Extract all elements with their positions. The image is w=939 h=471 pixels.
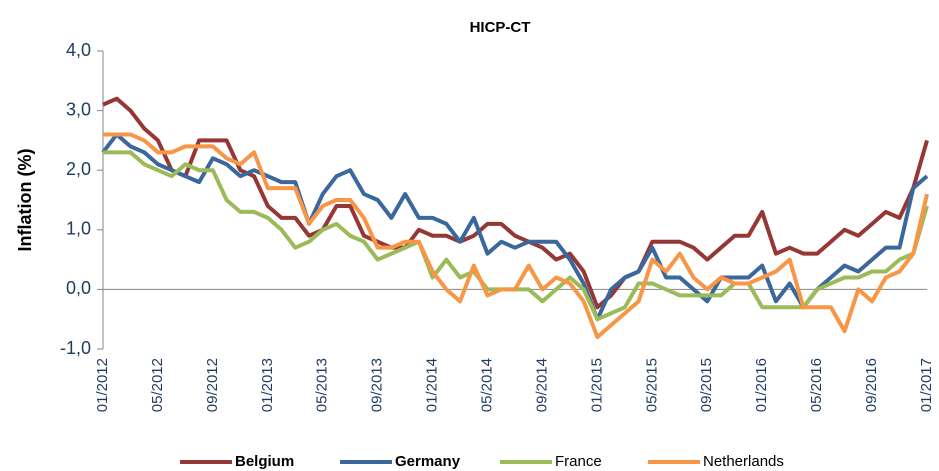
x-tick-label: 01/2015 [588, 358, 605, 412]
legend-label: Netherlands [703, 453, 784, 470]
y-tick-label: 1,0 [66, 219, 91, 239]
x-tick-label: 01/2012 [94, 358, 111, 412]
x-tick-label: 01/2014 [424, 358, 441, 412]
x-tick-label: 09/2016 [863, 358, 880, 412]
legend-label: Belgium [235, 453, 294, 470]
y-tick-label: -1,0 [60, 338, 91, 358]
series-line [102, 96, 929, 310]
series-line [101, 132, 929, 322]
x-tick-label: 05/2016 [808, 358, 825, 412]
x-tick-label: 01/2017 [918, 358, 935, 412]
legend-label: Germany [395, 453, 461, 470]
chart-title: HICP-CT [470, 19, 531, 36]
x-tick-label: 05/2014 [479, 358, 496, 412]
y-tick-label: 2,0 [66, 159, 91, 179]
x-tick-label: 09/2013 [369, 358, 386, 412]
y-tick-label: 0,0 [66, 278, 91, 298]
x-tick-label: 09/2015 [698, 358, 715, 412]
x-tick-label: 09/2014 [533, 358, 550, 412]
legend-label: France [555, 453, 602, 470]
x-tick-label: 09/2012 [204, 358, 221, 412]
x-tick-label: 05/2015 [643, 358, 660, 412]
y-tick-label: 3,0 [66, 99, 91, 119]
x-tick-label: 05/2013 [314, 358, 331, 412]
y-tick-label: 4,0 [66, 40, 91, 60]
series-line [103, 132, 929, 340]
y-axis-label: Inflation (%) [15, 149, 35, 252]
x-tick-label: 05/2012 [149, 358, 166, 412]
x-tick-label: 01/2013 [259, 358, 276, 412]
x-tick-label: 01/2016 [753, 358, 770, 412]
